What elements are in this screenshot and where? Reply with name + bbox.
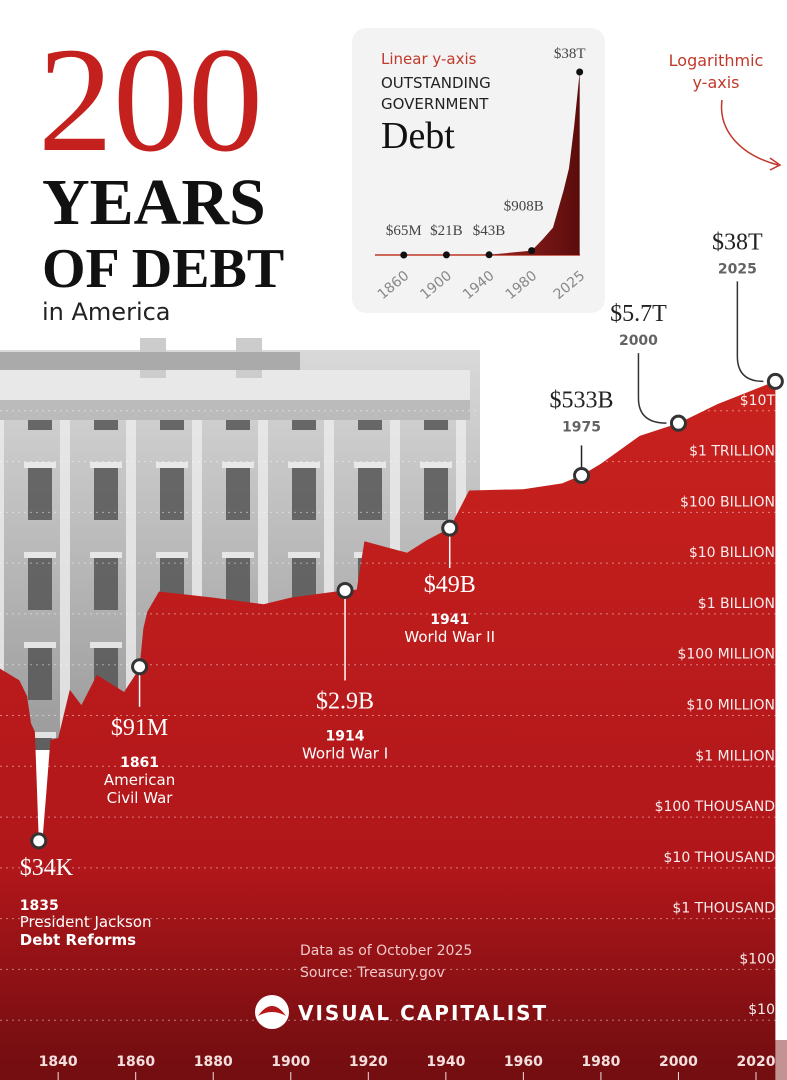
value-label: $91M bbox=[111, 715, 168, 741]
inset-value-label: $908B bbox=[504, 199, 544, 215]
y-tick-label: $100 bbox=[739, 951, 775, 967]
note: Civil War bbox=[107, 789, 174, 807]
x-tick-label: 1900 bbox=[271, 1054, 310, 1070]
marker bbox=[766, 372, 784, 390]
year-label: 1914 bbox=[326, 728, 365, 744]
inset-title: OUTSTANDING bbox=[381, 74, 491, 92]
inset-title: Linear y-axis bbox=[381, 50, 477, 68]
y-tick-label: $10 THOUSAND bbox=[664, 850, 776, 866]
year-label: 1861 bbox=[120, 755, 159, 771]
inset-title: GOVERNMENT bbox=[381, 95, 489, 113]
value-label: $5.7T bbox=[610, 301, 667, 327]
arrow-head bbox=[769, 157, 782, 171]
axis-note: y-axis bbox=[692, 73, 739, 92]
y-tick-label: $10 BILLION bbox=[689, 545, 775, 561]
title-number: 200 bbox=[38, 17, 263, 183]
y-tick-label: $100 MILLION bbox=[677, 647, 775, 663]
marker bbox=[573, 466, 591, 484]
data-note: Data as of October 2025 bbox=[300, 943, 472, 959]
value-label: $2.9B bbox=[316, 688, 374, 714]
marker bbox=[30, 832, 48, 850]
inset-dot bbox=[400, 251, 408, 259]
y-tick-label: $1 MILLION bbox=[695, 748, 775, 764]
y-tick-label: $10 bbox=[748, 1002, 775, 1018]
year-label: 2000 bbox=[619, 333, 658, 349]
x-tick-label: 2000 bbox=[659, 1054, 698, 1070]
inset-dot bbox=[576, 68, 584, 76]
marker bbox=[441, 519, 459, 537]
note: American bbox=[104, 771, 175, 789]
marker bbox=[669, 414, 687, 432]
marker bbox=[131, 658, 149, 676]
inset-dot bbox=[485, 251, 493, 259]
year-label: 1975 bbox=[562, 419, 601, 435]
year-label: 1835 bbox=[20, 898, 59, 914]
arrow bbox=[720, 99, 779, 166]
y-tick-label: $1 BILLION bbox=[698, 596, 775, 612]
value-label: $38T bbox=[712, 229, 763, 255]
x-tick-label: 1960 bbox=[504, 1054, 543, 1070]
axis-note: Logarithmic bbox=[669, 51, 764, 70]
year-label: 2025 bbox=[718, 261, 757, 277]
x-tick-label: 1920 bbox=[349, 1054, 388, 1070]
title-line: OF DEBT bbox=[42, 238, 284, 300]
x-tick-label: 1840 bbox=[39, 1054, 78, 1070]
inset-title: Debt bbox=[381, 115, 455, 157]
y-tick-label: $1 TRILLION bbox=[689, 444, 775, 460]
y-tick-label: $10 MILLION bbox=[686, 698, 775, 714]
note: Debt Reforms bbox=[20, 931, 136, 949]
x-tick-label: 2020 bbox=[737, 1054, 776, 1070]
y-tick-label: $100 BILLION bbox=[680, 494, 775, 510]
note: World War II bbox=[404, 628, 495, 646]
inset-value-label: $43B bbox=[473, 223, 506, 239]
x-tick-label: 1940 bbox=[426, 1054, 465, 1070]
main-chart: $10 $100 $1 THOUSAND $10 THOUSAND $100 THOUS… bbox=[0, 51, 787, 1080]
x-tick-label: 1860 bbox=[116, 1054, 155, 1070]
inset-value-label: $65M bbox=[386, 223, 422, 239]
value-label: $533B bbox=[550, 387, 614, 413]
value-label: $34K bbox=[20, 855, 74, 881]
source: Source: Treasury.gov bbox=[300, 965, 445, 981]
inset-value-label: $38T bbox=[554, 46, 586, 62]
area bbox=[0, 381, 776, 1080]
value-label: $49B bbox=[424, 572, 476, 598]
inset-value-label: $21B bbox=[430, 223, 463, 239]
axis-band bbox=[0, 1040, 787, 1080]
year-label: 1941 bbox=[430, 612, 469, 628]
inset-area bbox=[403, 72, 580, 255]
x-tick-label: 1880 bbox=[194, 1054, 233, 1070]
brand: VISUAL CAPITALIST bbox=[298, 1001, 548, 1025]
y-tick-label: $100 THOUSAND bbox=[655, 799, 775, 815]
note: President Jackson bbox=[20, 913, 152, 931]
title-line: YEARS bbox=[42, 166, 266, 239]
y-tick-label: $10T bbox=[740, 393, 776, 409]
leader bbox=[637, 353, 667, 424]
inset-dot bbox=[442, 251, 450, 259]
leader bbox=[736, 281, 764, 383]
x-tick-label: 1980 bbox=[581, 1054, 620, 1070]
inset-card bbox=[352, 28, 605, 313]
marker bbox=[336, 581, 354, 599]
note: World War I bbox=[302, 744, 388, 762]
logo bbox=[255, 995, 289, 1029]
inset-dot bbox=[528, 247, 536, 255]
subtitle: in America bbox=[42, 298, 171, 326]
y-tick-label: $1 THOUSAND bbox=[672, 901, 775, 917]
